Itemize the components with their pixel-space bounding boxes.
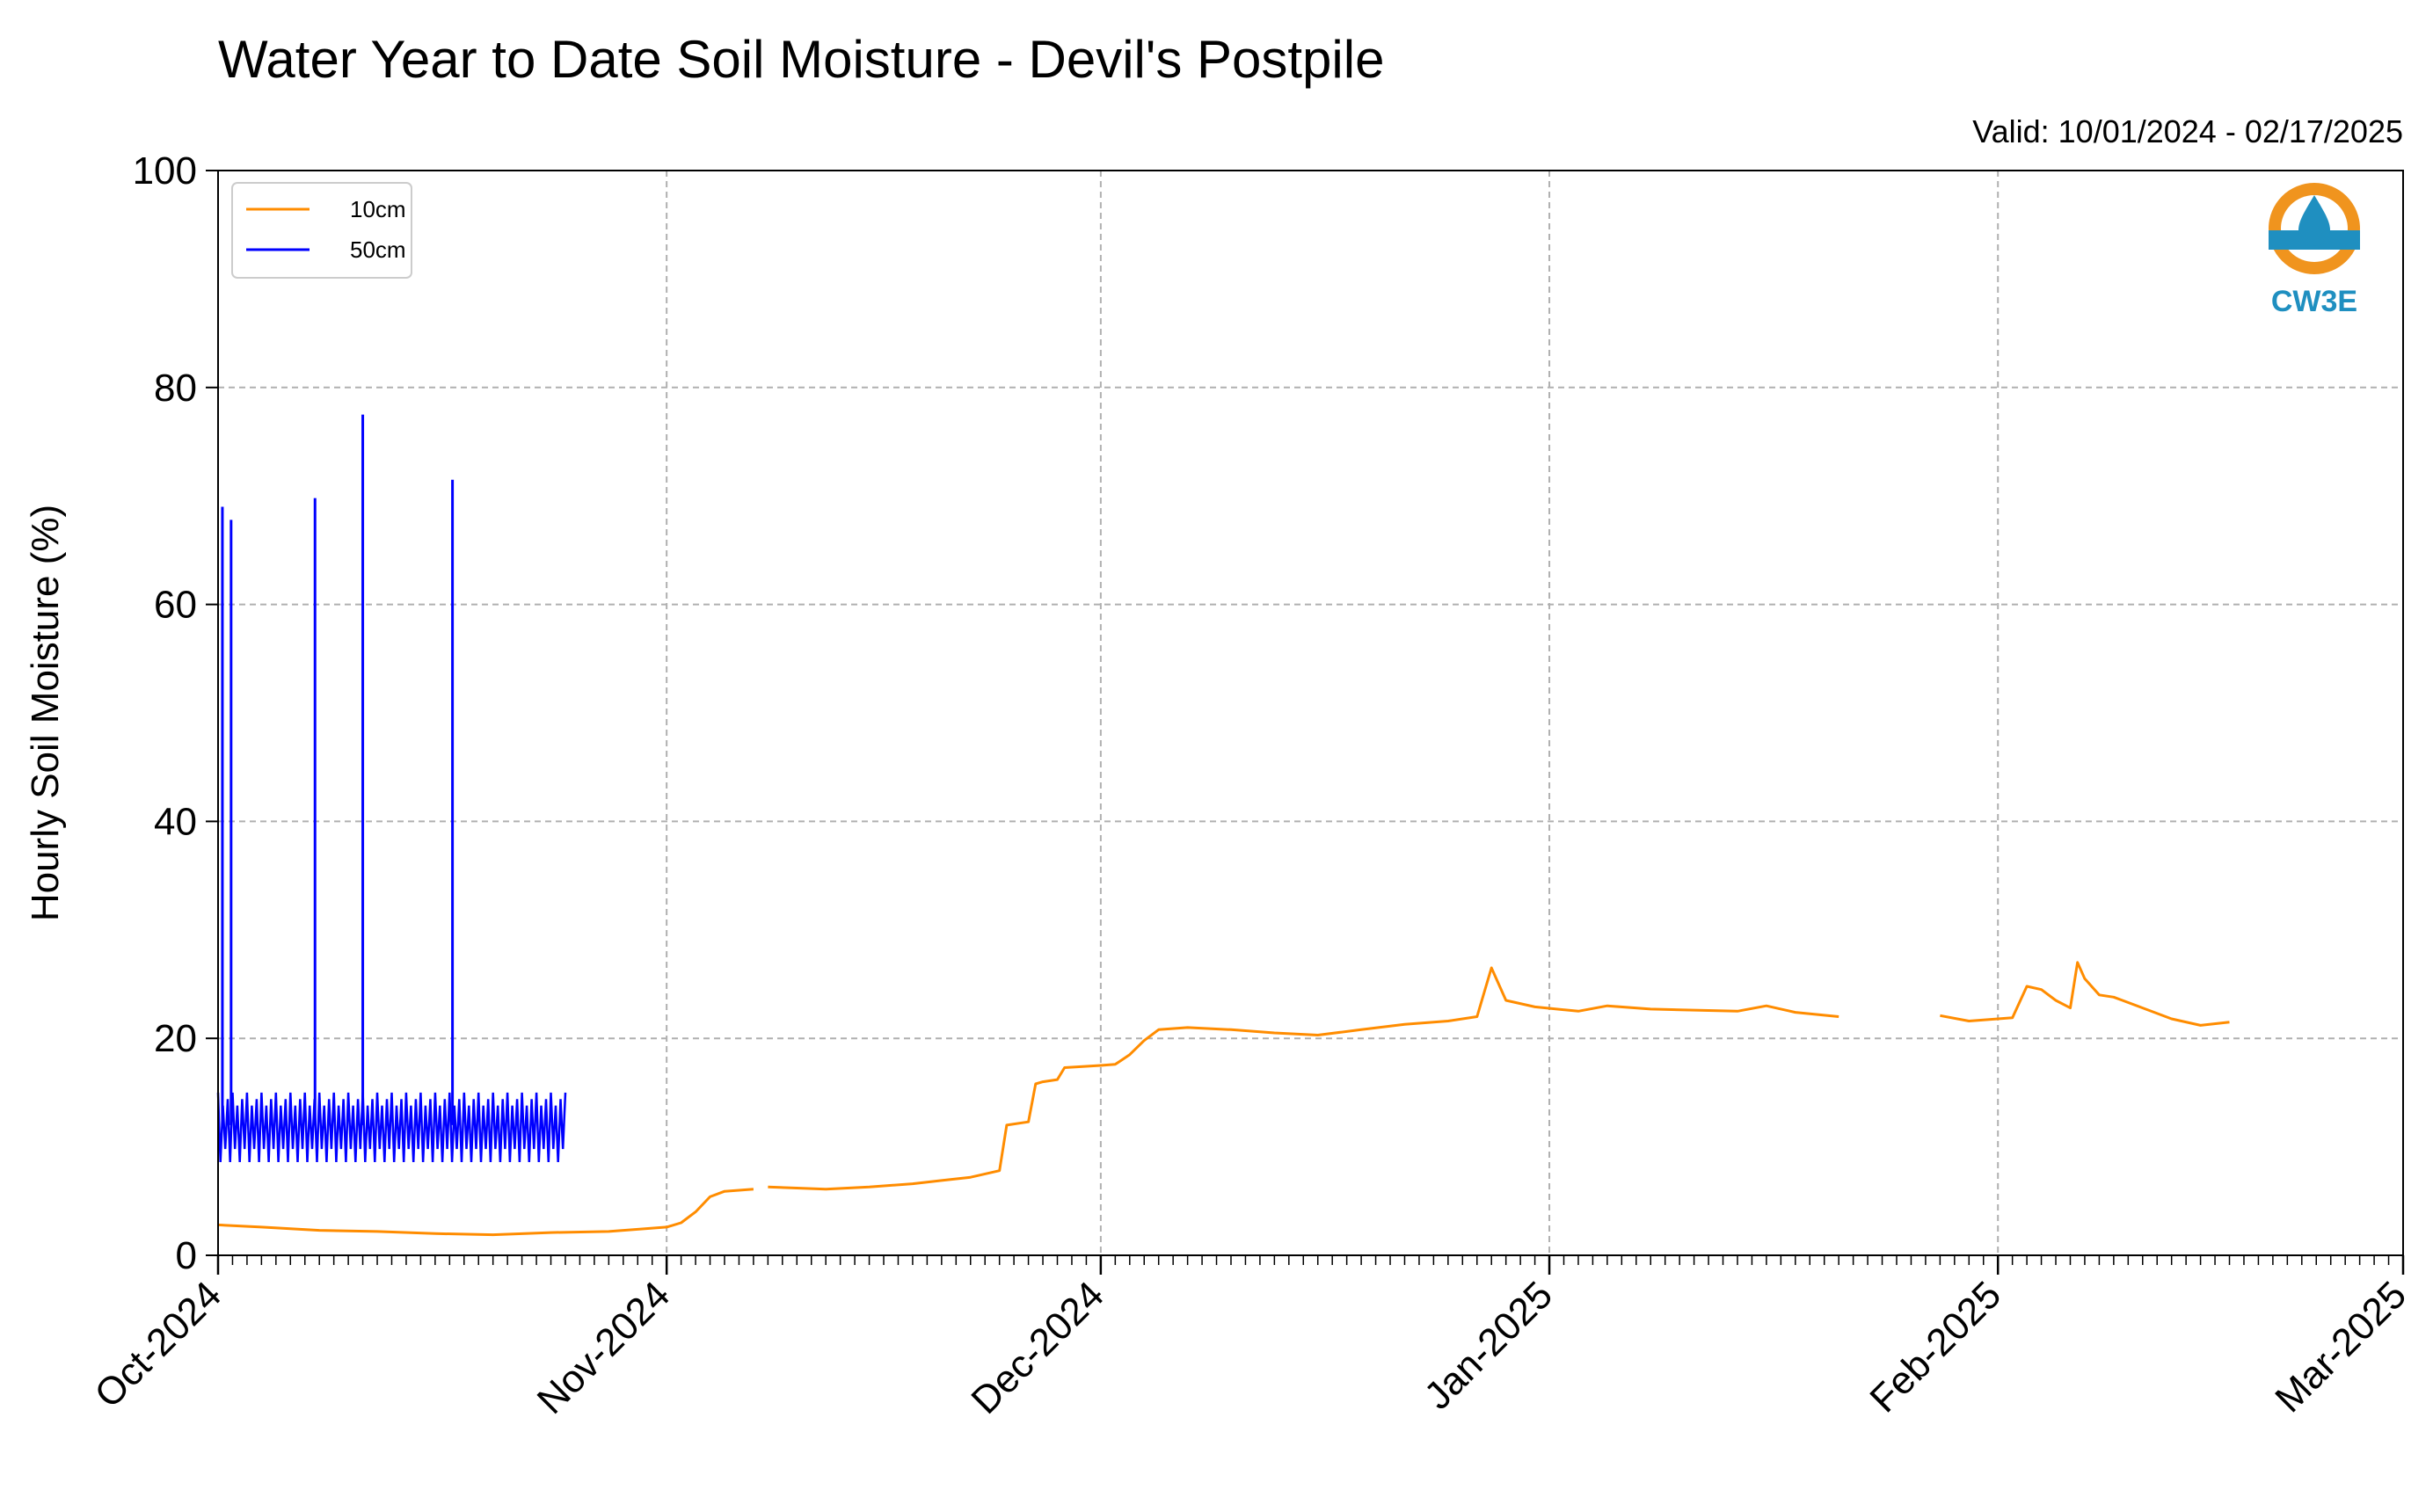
legend-label-10cm: 10cm (350, 196, 406, 222)
xtick-label-Oct-2024: Oct-2024 (86, 1273, 229, 1416)
ytick-label-100: 100 (133, 149, 197, 193)
logo-text: CW3E (2271, 285, 2357, 318)
ytick-label-20: 20 (154, 1017, 197, 1060)
xtick-label-Dec-2024: Dec-2024 (963, 1273, 1112, 1422)
legend-box (231, 182, 412, 279)
ytick-label-0: 0 (176, 1234, 197, 1277)
ytick-label-60: 60 (154, 584, 197, 627)
xtick-label-Nov-2024: Nov-2024 (529, 1273, 679, 1422)
series-10cm-line-segment-1 (768, 966, 1839, 1191)
legend-label-50cm: 50cm (350, 236, 406, 263)
series-10cm-line-segment-2 (1940, 961, 2230, 1027)
chart-title: Water Year to Date Soil Moisture - Devil… (218, 30, 1384, 89)
series-10cm-line-segment-0 (217, 1188, 754, 1237)
axes: 0 20 40 60 80 100 Oct-2024 Nov-2024 Dec-2024 Jan-… (86, 149, 2415, 1422)
plot-area (216, 414, 2230, 1237)
series-50cm-band (216, 1092, 567, 1162)
xtick-label-Jan-2025: Jan-2025 (1417, 1273, 1561, 1417)
cw3e-logo: CW3E (2269, 183, 2360, 318)
y-axis-label: Hourly Soil Moisture (%) (24, 505, 67, 921)
chart-subtitle: Valid: 10/01/2024 - 02/17/2025 (1972, 113, 2403, 149)
plot-frame (217, 170, 2404, 1256)
water-drop-icon (2298, 195, 2330, 246)
grid-lines (217, 170, 2404, 1256)
xtick-label-Mar-2025: Mar-2025 (2267, 1273, 2415, 1421)
legend: 10cm 50cm (231, 182, 412, 279)
ytick-label-40: 40 (154, 800, 197, 843)
xtick-label-Feb-2025: Feb-2025 (1861, 1273, 2009, 1421)
ytick-label-80: 80 (154, 367, 197, 410)
